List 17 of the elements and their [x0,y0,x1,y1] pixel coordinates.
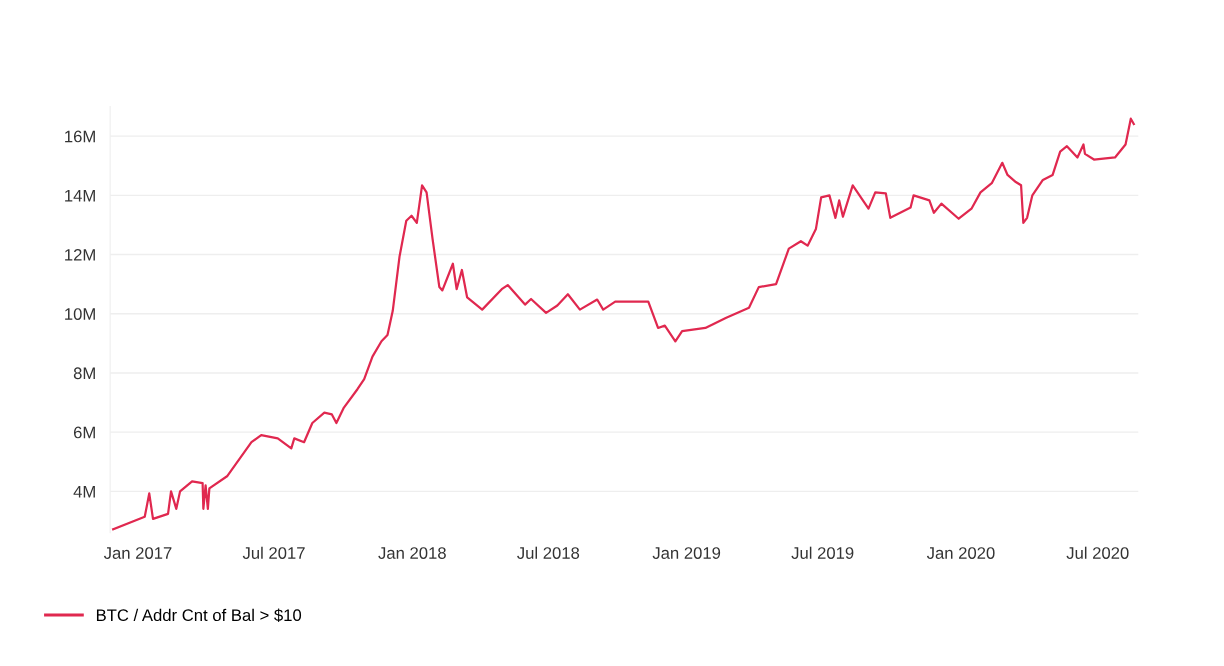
x-tick-label: Jul 2019 [791,546,854,559]
x-tick-label: Jan 2017 [103,547,172,559]
y-tick-label: 14M [65,189,95,202]
x-tick-label: Jan 2019 [652,547,721,559]
line-series [112,117,1135,531]
y-tick-label: 16M [65,130,95,143]
y-tick-label: 6M [73,426,95,439]
legend-label: BTC / Addr Cnt of Bal > $10 [96,608,302,623]
y-tick-label: 8M [73,367,95,380]
x-tick-label: Jan 2018 [378,547,446,559]
y-tick-label: 12M [65,248,95,261]
x-tick-label: Jan 2020 [926,547,995,559]
x-tick-label: Jul 2020 [1066,546,1129,559]
x-tick-label: Jul 2017 [242,546,305,559]
y-tick-label: 4M [73,485,95,498]
y-tick-label: 10M [65,308,95,320]
x-tick-label: Jul 2018 [517,546,580,559]
